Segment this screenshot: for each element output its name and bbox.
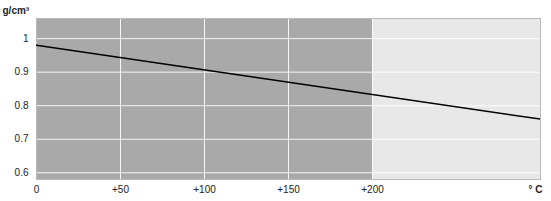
- svg-text:1: 1: [23, 33, 29, 44]
- svg-text:0.6: 0.6: [15, 167, 29, 178]
- svg-text:+100: +100: [193, 184, 216, 195]
- svg-text:+150: +150: [277, 184, 300, 195]
- svg-text:0.8: 0.8: [15, 100, 29, 111]
- svg-text:0.7: 0.7: [15, 133, 29, 144]
- svg-text:g/cm³: g/cm³: [3, 5, 30, 16]
- svg-text:° C: ° C: [529, 184, 543, 195]
- svg-text:0.9: 0.9: [15, 66, 29, 77]
- svg-text:+200: +200: [361, 184, 384, 195]
- svg-text:+50: +50: [112, 184, 129, 195]
- svg-text:0: 0: [34, 184, 40, 195]
